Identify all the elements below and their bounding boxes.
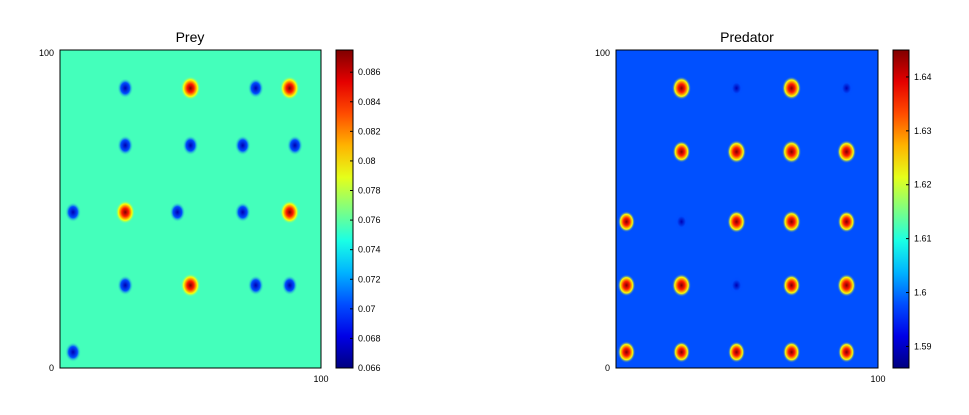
predator-colorbar-tick-label: 1.61 xyxy=(914,234,932,244)
predator-peak xyxy=(782,274,801,297)
predator-peak xyxy=(672,341,691,363)
prey-trough xyxy=(247,275,264,296)
prey-colorbar-tick-label: 0.086 xyxy=(358,67,381,77)
predator-peak xyxy=(781,139,802,164)
prey-trough xyxy=(65,342,82,363)
prey-plot-frame xyxy=(59,49,322,369)
prey-trough xyxy=(182,135,199,156)
predator-peak xyxy=(617,211,636,233)
prey-trough xyxy=(286,135,303,156)
prey-colorbar: 0.066 0.068 0.07 0.072 0.074 0.076 0.078 0.08 0.… xyxy=(335,49,381,373)
prey-colorbar-tick-label: 0.072 xyxy=(358,274,381,284)
predator-trough xyxy=(728,78,745,99)
predator-peak xyxy=(671,76,692,100)
predator-heatmap xyxy=(616,50,878,368)
predator-colorbar-tick-label: 1.6 xyxy=(914,288,927,298)
prey-trough xyxy=(169,202,186,223)
predator-colorbar-tick-label: 1.59 xyxy=(914,341,932,351)
prey-panel: Prey 100 0 100 0.0660.0680.070.0720.0740… xyxy=(39,29,381,384)
prey-colorbar-gradient xyxy=(335,49,354,369)
predator-title: Predator xyxy=(720,29,774,45)
prey-trough xyxy=(234,135,251,156)
predator-peak xyxy=(672,140,691,163)
prey-y-tick-max: 100 xyxy=(39,48,54,58)
prey-peak xyxy=(180,76,201,101)
prey-colorbar-tick-label: 0.076 xyxy=(358,215,381,225)
predator-panel: Predator 100 0 100 1.591.61.611.621.631.… xyxy=(595,29,932,384)
prey-colorbar-tick-label: 0.074 xyxy=(358,245,381,255)
prey-peak xyxy=(279,200,300,224)
prey-y-tick-min: 0 xyxy=(49,363,54,373)
prey-colorbar-tick-label: 0.082 xyxy=(358,126,381,136)
prey-trough xyxy=(247,78,264,99)
prey-title: Prey xyxy=(176,29,205,45)
prey-trough xyxy=(117,135,134,156)
predator-colorbar: 1.59 1.6 1.61 1.62 1.63 1.64 xyxy=(892,49,932,369)
prey-heatmap xyxy=(60,50,321,368)
prey-colorbar-tick-label: 0.068 xyxy=(358,333,381,343)
predator-colorbar-tick-label: 1.63 xyxy=(914,126,932,136)
predator-plot-frame xyxy=(615,49,879,369)
prey-peak xyxy=(115,200,135,224)
prey-trough xyxy=(234,202,251,223)
prey-trough xyxy=(117,275,134,296)
predator-trough xyxy=(728,275,745,296)
prey-trough xyxy=(281,275,298,296)
predator-heatmap-background xyxy=(616,50,878,368)
predator-colorbar-tick-label: 1.62 xyxy=(914,180,932,190)
predator-peak xyxy=(617,341,636,364)
predator-peak xyxy=(671,273,692,297)
predator-peak xyxy=(781,76,802,100)
predator-peak xyxy=(782,210,801,234)
predator-peak xyxy=(727,341,746,363)
prey-peak xyxy=(279,76,300,101)
predator-x-tick-max: 100 xyxy=(870,374,885,384)
prey-x-tick-max: 100 xyxy=(313,374,328,384)
predator-peak xyxy=(837,210,856,233)
predator-peak xyxy=(782,341,801,363)
prey-colorbar-tick-label: 0.084 xyxy=(358,97,381,107)
predator-colorbar-gradient xyxy=(892,49,910,369)
predator-trough xyxy=(673,211,690,232)
prey-colorbar-tick-label: 0.07 xyxy=(358,304,376,314)
prey-colorbar-tick-label: 0.066 xyxy=(358,363,381,373)
predator-trough xyxy=(838,78,855,99)
predator-peak xyxy=(837,273,857,297)
prey-peak xyxy=(180,273,201,298)
predator-peak xyxy=(617,274,636,297)
prey-trough xyxy=(65,202,82,223)
predator-peak xyxy=(837,341,856,363)
prey-heatmap-background xyxy=(60,50,321,368)
predator-peak xyxy=(726,140,747,164)
predator-colorbar-tick-label: 1.64 xyxy=(914,72,932,82)
prey-colorbar-tick-label: 0.078 xyxy=(358,186,381,196)
prey-trough xyxy=(117,78,134,99)
predator-y-tick-max: 100 xyxy=(595,48,610,58)
predator-y-tick-min: 0 xyxy=(605,363,610,373)
predator-peak xyxy=(727,210,746,234)
predator-peak xyxy=(836,140,857,164)
prey-colorbar-tick-label: 0.08 xyxy=(358,156,376,166)
